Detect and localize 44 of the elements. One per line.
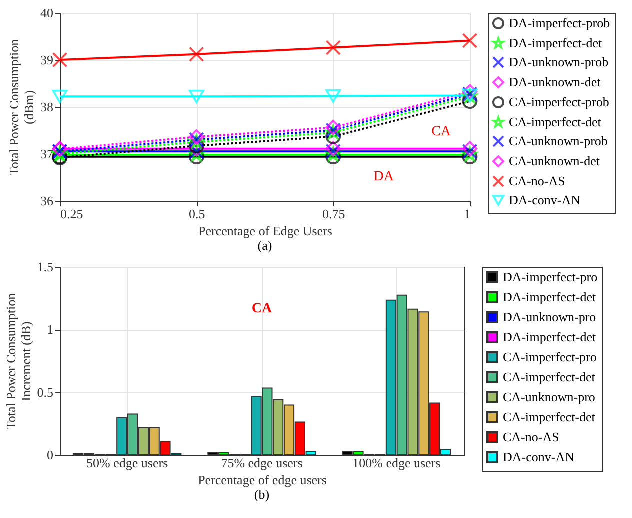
x-tick-label: 100% edge users: [352, 456, 441, 470]
annotation: CA: [432, 124, 452, 140]
y-axis-title: Total Power Consumption (dBm): [6, 38, 36, 176]
legend-label: CA-unknown-det: [509, 154, 600, 168]
x-tick-label: 75% edge users: [221, 456, 303, 470]
legend-label: CA-imperfect-det: [509, 114, 602, 130]
text: (b): [254, 487, 270, 502]
legend-label: DA-unknown-det: [509, 74, 602, 90]
x-tick-label: 0.75: [322, 206, 346, 222]
annotation: CA: [252, 301, 273, 316]
y-axis-title: Total Power Consumption Increment (dB): [3, 292, 34, 430]
x-tick-label: 1: [464, 206, 470, 222]
legend-label: DA-unknown-pro: [503, 310, 596, 324]
legend-label: DA-conv-AN: [509, 192, 582, 208]
y-tick-label: 1.5: [37, 260, 54, 274]
y-tick-label: 39: [40, 52, 54, 68]
legend-label: DA-imperfect-pro: [503, 270, 598, 284]
x-axis-title: Percentage of edge users: [198, 472, 327, 488]
legend-label: DA-conv-AN: [503, 450, 576, 464]
legend-label: CA-no-AS: [503, 430, 560, 444]
annotation: DA: [374, 170, 395, 185]
legend-label: CA-imperfect-det: [503, 370, 596, 384]
legend-label: DA-imperfect-prob: [509, 16, 610, 30]
y-tick-label: 40: [40, 6, 54, 20]
legend-label: DA-imperfect-det: [509, 36, 603, 50]
x-tick-label: 0.25: [60, 206, 84, 222]
legend-label: CA-unknown-pro: [503, 390, 596, 404]
legend-label: CA-imperfect-pro: [503, 350, 597, 364]
y-tick-label: 0.5: [37, 384, 54, 400]
y-tick-label: 38: [40, 100, 54, 114]
x-tick-label: 0.5: [189, 206, 206, 222]
legend-label: CA-imperfect-prob: [509, 94, 610, 110]
legend-label: CA-imperfect-det: [503, 410, 596, 424]
x-axis-title: Percentage of Edge Users: [198, 224, 332, 238]
legend-label: CA-no-AS: [509, 174, 566, 188]
y-tick-label: 0: [47, 448, 54, 462]
legend-label: CA-unknown-prob: [509, 134, 608, 148]
legend-label: DA-imperfect-det: [503, 330, 597, 344]
y-tick-label: 36: [40, 194, 54, 208]
legend-label: DA-unknown-prob: [509, 54, 609, 70]
text: (a): [258, 238, 272, 253]
y-tick-label: 1: [47, 322, 54, 338]
x-tick-label: 50% edge users: [86, 456, 168, 470]
legend-label: DA-imperfect-det: [503, 290, 597, 304]
